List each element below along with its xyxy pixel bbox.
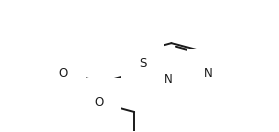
Text: O: O: [59, 67, 68, 80]
Text: N: N: [204, 67, 213, 80]
Text: O: O: [94, 96, 104, 109]
Text: N: N: [163, 73, 172, 86]
Text: S: S: [139, 57, 146, 70]
